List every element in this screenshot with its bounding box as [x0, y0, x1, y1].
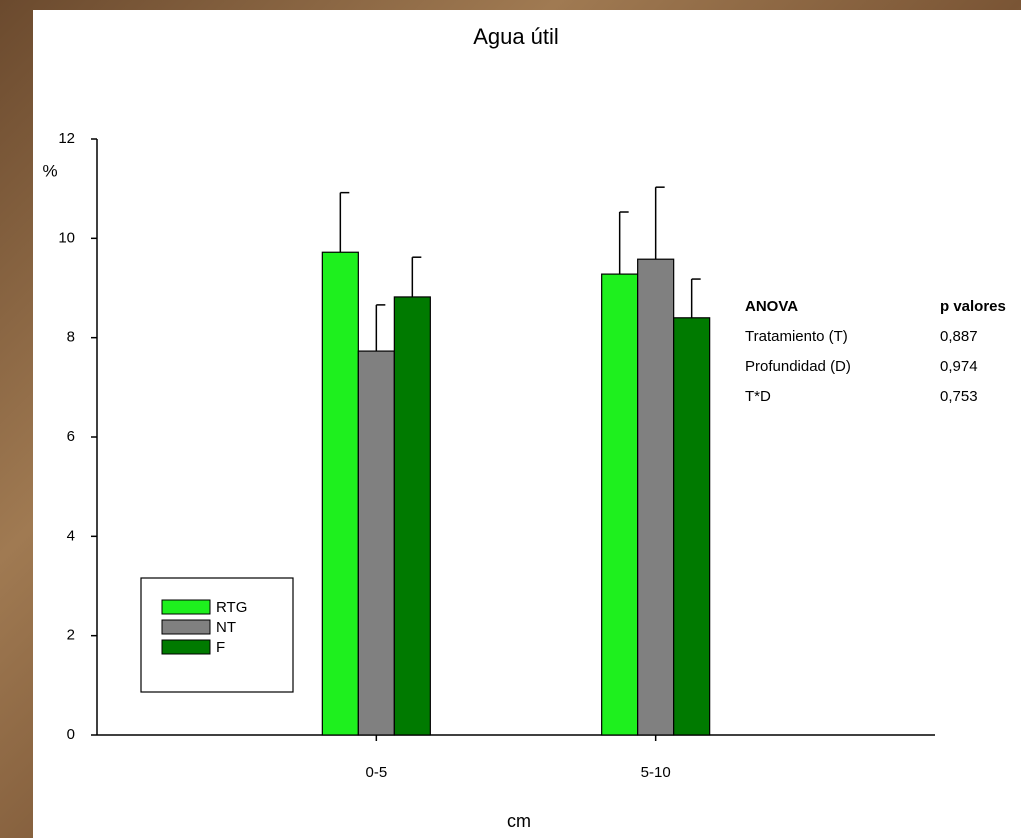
bar — [602, 274, 638, 735]
legend-swatch — [162, 600, 210, 614]
legend-swatch — [162, 640, 210, 654]
x-tick-label: 0-5 — [365, 764, 387, 781]
y-tick-label: 6 — [67, 428, 75, 445]
y-tick-label: 0 — [67, 726, 75, 743]
y-tick-label: 2 — [67, 627, 75, 644]
bar — [638, 259, 674, 735]
y-axis-label: % — [42, 161, 57, 180]
anova-header: ANOVA — [745, 298, 798, 315]
legend-swatch — [162, 620, 210, 634]
bar — [358, 351, 394, 735]
bar — [394, 297, 430, 735]
anova-header: p valores — [940, 298, 1006, 315]
anova-cell: 0,753 — [940, 388, 978, 405]
y-tick-label: 4 — [67, 527, 75, 544]
bar — [322, 252, 358, 735]
legend-label: F — [216, 639, 225, 656]
legend-label: RTG — [216, 599, 247, 616]
anova-cell: 0,887 — [940, 328, 978, 345]
anova-cell: Tratamiento (T) — [745, 328, 848, 345]
x-axis-label: cm — [507, 811, 531, 831]
page: {"chart_data": {"type": "bar", "title": … — [0, 0, 1021, 838]
anova-cell: Profundidad (D) — [745, 358, 851, 375]
anova-cell: 0,974 — [940, 358, 978, 375]
y-tick-label: 8 — [67, 329, 75, 346]
chart-panel — [33, 10, 1021, 838]
y-tick-label: 12 — [58, 130, 75, 147]
anova-cell: T*D — [745, 388, 771, 405]
x-tick-label: 5-10 — [641, 764, 671, 781]
y-tick-label: 10 — [58, 229, 75, 246]
legend-label: NT — [216, 619, 236, 636]
chart: Agua útil % cm 0 2 4 6 8 10 12 0-5 5-10 RTG NT F ANO… — [0, 0, 1021, 838]
chart-title: Agua útil — [473, 24, 559, 49]
bar — [674, 318, 710, 735]
